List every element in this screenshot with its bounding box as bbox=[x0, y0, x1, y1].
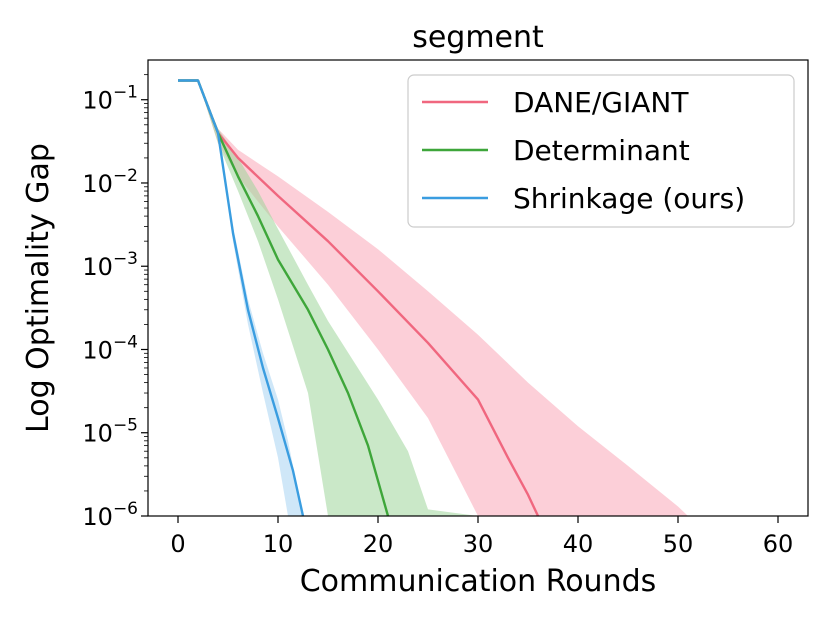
y-tick-label: 10−6 bbox=[82, 499, 138, 531]
line-shrinkage-ours bbox=[178, 79, 305, 517]
y-tick-label: 10−5 bbox=[82, 416, 138, 448]
y-tick-label: 10−1 bbox=[82, 83, 138, 115]
band-dane-giant bbox=[198, 80, 688, 516]
x-axis-label: Communication Rounds bbox=[300, 564, 657, 599]
band-determinant bbox=[198, 80, 478, 516]
y-tick-label: 10−4 bbox=[82, 332, 138, 364]
legend-label-shrinkage-ours: Shrinkage (ours) bbox=[513, 182, 745, 215]
x-tick-label: 40 bbox=[563, 530, 594, 558]
band-shrinkage-ours bbox=[198, 80, 303, 516]
x-tick-label: 60 bbox=[763, 530, 794, 558]
series-lines bbox=[178, 79, 540, 517]
y-tick-label: 10−3 bbox=[82, 249, 138, 281]
legend[interactable]: DANE/GIANT Determinant Shrinkage (ours) bbox=[407, 74, 795, 228]
y-axis: 10−1 10−2 10−3 10−4 10−5 10−6 bbox=[82, 74, 148, 531]
x-tick-label: 10 bbox=[263, 530, 294, 558]
x-tick-label: 30 bbox=[463, 530, 494, 558]
x-tick-label: 20 bbox=[363, 530, 394, 558]
legend-box bbox=[407, 74, 795, 228]
legend-label-determinant: Determinant bbox=[513, 134, 690, 167]
x-axis: 0 10 20 30 40 50 60 bbox=[170, 516, 793, 558]
y-tick-label: 10−2 bbox=[82, 166, 138, 198]
confidence-bands bbox=[198, 80, 688, 516]
legend-label-dane-giant: DANE/GIANT bbox=[513, 86, 689, 119]
x-tick-label: 50 bbox=[663, 530, 694, 558]
chart-title: segment bbox=[412, 20, 544, 55]
y-axis-label: Log Optimality Gap bbox=[21, 143, 56, 433]
x-tick-label: 0 bbox=[170, 530, 185, 558]
